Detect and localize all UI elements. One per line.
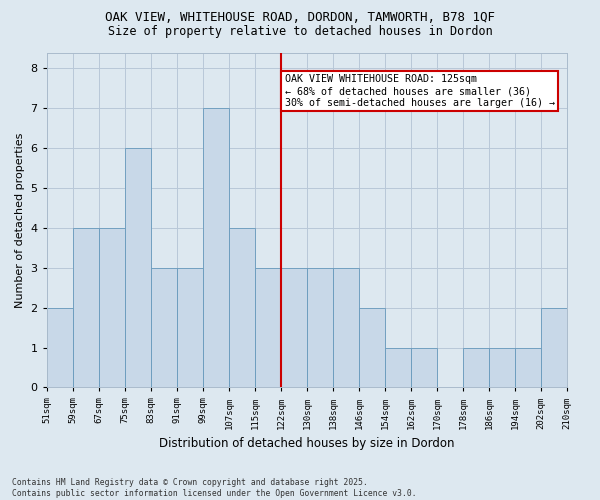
Bar xyxy=(125,148,151,388)
Bar xyxy=(385,348,411,388)
Bar xyxy=(73,228,99,388)
Bar xyxy=(333,268,359,388)
Bar xyxy=(229,228,255,388)
X-axis label: Distribution of detached houses by size in Dordon: Distribution of detached houses by size … xyxy=(159,437,455,450)
Bar xyxy=(99,228,125,388)
Bar xyxy=(281,268,307,388)
Text: OAK VIEW WHITEHOUSE ROAD: 125sqm
← 68% of detached houses are smaller (36)
30% o: OAK VIEW WHITEHOUSE ROAD: 125sqm ← 68% o… xyxy=(285,74,555,108)
Bar xyxy=(255,268,281,388)
Bar xyxy=(307,268,333,388)
Bar xyxy=(359,308,385,388)
Bar xyxy=(463,348,489,388)
Bar xyxy=(541,308,567,388)
Text: Size of property relative to detached houses in Dordon: Size of property relative to detached ho… xyxy=(107,25,493,38)
Bar xyxy=(489,348,515,388)
Bar xyxy=(177,268,203,388)
Text: Contains HM Land Registry data © Crown copyright and database right 2025.
Contai: Contains HM Land Registry data © Crown c… xyxy=(12,478,416,498)
Y-axis label: Number of detached properties: Number of detached properties xyxy=(15,132,25,308)
Bar xyxy=(151,268,177,388)
Bar xyxy=(515,348,541,388)
Bar xyxy=(411,348,437,388)
Bar xyxy=(47,308,73,388)
Bar xyxy=(203,108,229,388)
Text: OAK VIEW, WHITEHOUSE ROAD, DORDON, TAMWORTH, B78 1QF: OAK VIEW, WHITEHOUSE ROAD, DORDON, TAMWO… xyxy=(105,11,495,24)
